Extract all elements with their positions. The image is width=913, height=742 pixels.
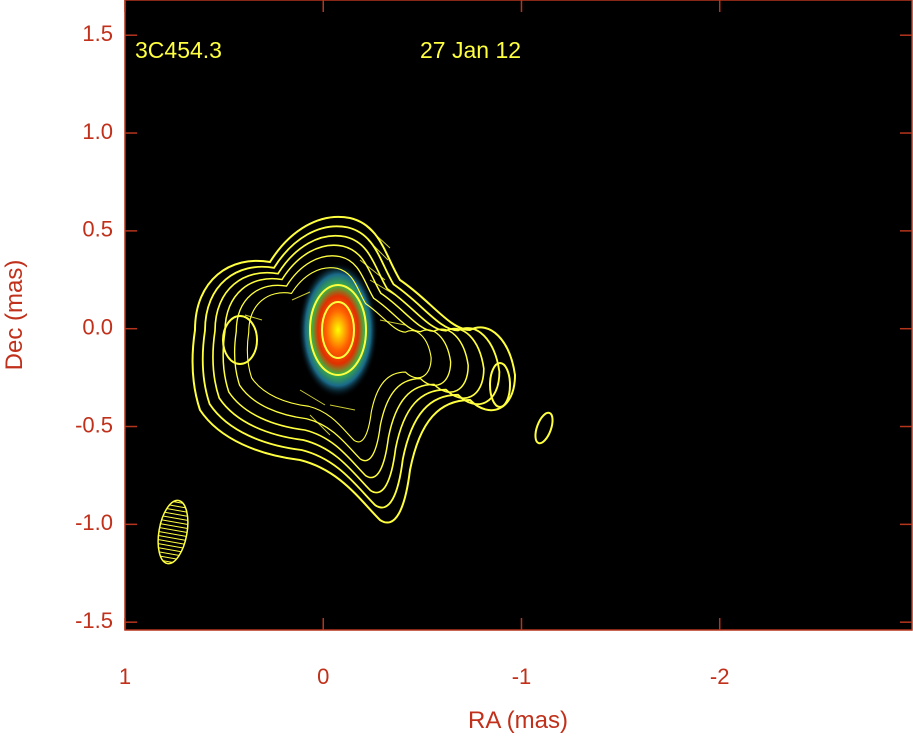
y-tick-label: 1.5 [82,21,113,46]
contour [222,244,469,479]
y-tick-label: -1.0 [75,510,113,535]
x-tick-label: 0 [317,664,329,689]
y-tick-label: -1.5 [75,608,113,633]
contour [222,315,258,365]
y-tick-label: 0.5 [82,217,113,242]
x-tick-label: -2 [710,664,730,689]
contour [489,362,511,408]
frame [124,0,913,631]
polarization-ticks [244,224,406,436]
intensity-core [298,262,378,398]
y-tick-label: -0.5 [75,412,113,437]
contour [212,234,485,494]
contour [534,411,554,445]
contour [309,284,367,376]
x-axis-label: RA (mas) [468,707,568,734]
beam [157,499,189,565]
contour [201,225,501,509]
y-tick-label: 1.0 [82,119,113,144]
contour [321,301,355,359]
source-label: 3C454.3 [135,37,222,63]
x-tick-label: -1 [512,664,532,689]
y-tick-label: 0.0 [82,315,113,340]
contour [246,267,432,443]
x-tick-label: 1 [119,664,131,689]
map [157,215,554,565]
y-axis-label: Dec (mas) [1,260,28,371]
plot-area [125,0,912,630]
contour [233,255,452,462]
date-label: 27 Jan 12 [420,37,521,63]
